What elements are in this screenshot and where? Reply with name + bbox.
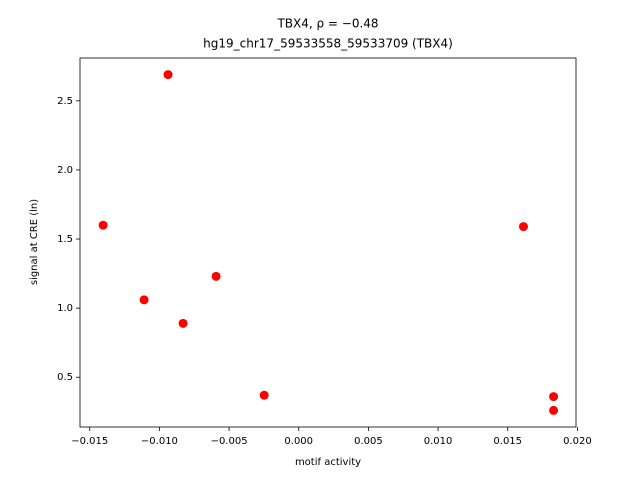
y-tick-label: 2.0 [57, 165, 73, 176]
point [98, 220, 108, 230]
y-axis-label: signal at CRE (ln) [29, 199, 40, 285]
x-tick-label: −0.015 [71, 436, 108, 447]
y-tick-label: 1.5 [57, 234, 73, 245]
x-tick-label: 0.005 [354, 436, 383, 447]
point [259, 390, 269, 400]
x-tick-label: −0.005 [211, 436, 248, 447]
y-tick-label: 2.5 [57, 96, 73, 107]
point [518, 222, 528, 232]
x-tick-label: 0.000 [284, 436, 313, 447]
point [139, 295, 149, 305]
y-tick-label: 1.0 [57, 303, 73, 314]
chart-subtitle: hg19_chr17_59533558_59533709 (TBX4) [203, 37, 453, 51]
y-tick-label: 0.5 [57, 372, 73, 383]
point [178, 318, 188, 328]
x-tick-label: 0.020 [563, 436, 592, 447]
chart-title: TBX4, ρ = −0.48 [276, 17, 378, 31]
x-axis-label: motif activity [295, 457, 361, 468]
x-tick-label: 0.015 [493, 436, 522, 447]
point [549, 405, 559, 415]
x-tick-label: −0.010 [141, 436, 178, 447]
point [549, 392, 559, 402]
plot-frame [79, 57, 577, 428]
point [211, 271, 221, 281]
point [163, 70, 173, 80]
x-tick-label: 0.010 [424, 436, 453, 447]
